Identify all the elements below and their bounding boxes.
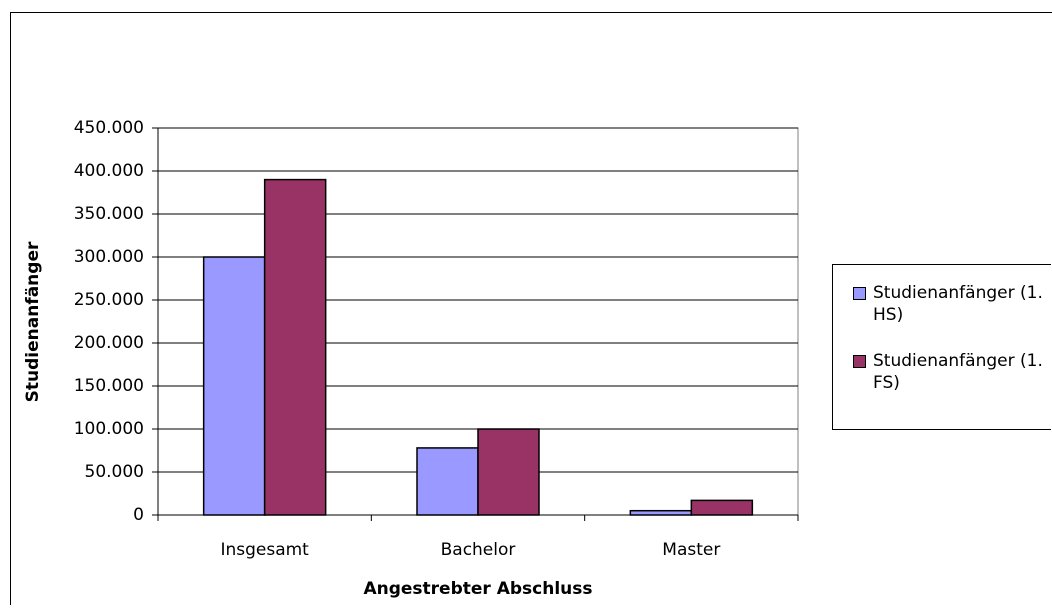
bar — [204, 257, 265, 515]
y-axis-title: Studienanfänger — [23, 241, 43, 402]
bar — [478, 429, 539, 515]
y-tick-label: 400.000 — [74, 161, 144, 181]
x-axis-title: Angestrebter Abschluss — [363, 579, 592, 599]
legend-item: Studienanfänger (1. FS) — [853, 350, 1052, 394]
y-tick-label: 250.000 — [74, 290, 144, 310]
y-tick-label: 200.000 — [74, 333, 144, 353]
y-tick-label: 50.000 — [85, 462, 144, 482]
bar — [691, 500, 752, 515]
bar — [265, 180, 326, 515]
legend-item: Studienanfänger (1. HS) — [853, 282, 1052, 326]
legend-label: Studienanfänger (1. FS) — [873, 351, 1043, 393]
y-tick-label: 0 — [133, 505, 144, 525]
legend-label: Studienanfänger (1. HS) — [873, 283, 1043, 325]
y-tick-label: 300.000 — [74, 247, 144, 267]
legend-swatch — [853, 287, 866, 300]
y-tick-label: 150.000 — [74, 376, 144, 396]
legend-swatch — [853, 355, 866, 368]
y-tick-label: 450.000 — [74, 118, 144, 138]
x-tick-label: Master — [662, 540, 720, 560]
x-tick-label: Bachelor — [441, 540, 516, 560]
bar — [417, 448, 478, 515]
x-tick-label: Insgesamt — [220, 540, 309, 560]
legend: Studienanfänger (1. HS) Studienanfänger (… — [832, 264, 1051, 430]
bar — [630, 511, 691, 515]
y-tick-label: 100.000 — [74, 419, 144, 439]
y-tick-label: 350.000 — [74, 204, 144, 224]
